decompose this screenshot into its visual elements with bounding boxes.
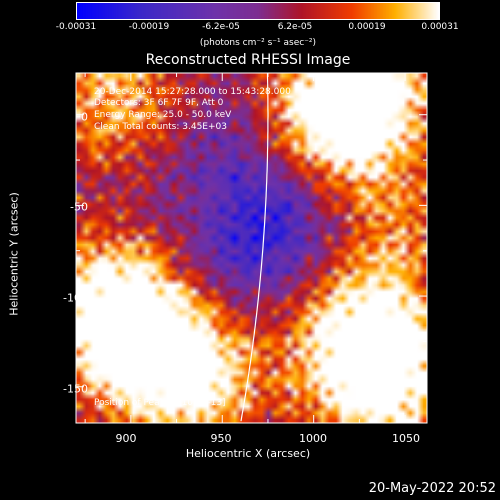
colorbar-tick: -6.2e-05 <box>202 22 240 32</box>
chart-title: Reconstructed RHESSI Image <box>145 52 351 68</box>
info-clean-counts: Clean Total counts: 3.45E+03 <box>94 122 227 132</box>
colorbar-tick: 6.2e-05 <box>277 22 313 32</box>
x-tick-label: 1050 <box>392 432 420 445</box>
y-axis-label: Heliocentric Y (arcsec) <box>7 192 21 316</box>
axis-ticks <box>76 73 427 423</box>
x-tick-label: 900 <box>115 432 137 445</box>
colorbar-tick: -0.00031 <box>55 22 97 32</box>
info-energy-range: Energy Range: 25.0 - 50.0 keV <box>94 110 232 120</box>
info-time-range: 20-Dec-2014 15:27:28.000 to 15:43:28.000 <box>94 87 291 97</box>
info-detectors: Detectors: 3F 6F 7F 9F, Att 0 <box>94 98 224 108</box>
colorbar-unit-label: (photons cm⁻² s⁻¹ asec⁻²) <box>199 38 317 48</box>
heatmap-image <box>76 73 427 423</box>
plot-frame <box>75 72 428 424</box>
colorbar-tick: 0.00019 <box>348 22 386 32</box>
colorbar-tick: -0.00019 <box>128 22 170 32</box>
y-tick-label: -50 <box>70 200 88 214</box>
peak-position-label: Position of Peak = [1002,-13] <box>94 398 226 408</box>
plot-timestamp: 20-May-2022 20:52 <box>368 481 496 496</box>
x-axis-label: Heliocentric X (arcsec) <box>185 447 311 460</box>
colorbar-tick: 0.00031 <box>421 22 459 32</box>
solar-limb-line <box>240 73 269 422</box>
x-tick-label: 1000 <box>299 432 327 445</box>
x-tick-label: 950 <box>210 432 232 445</box>
y-tick-label: 0 <box>81 110 88 124</box>
y-tick-label: -100 <box>63 291 88 305</box>
colorbar <box>76 2 440 20</box>
y-tick-label: -150 <box>63 382 88 396</box>
